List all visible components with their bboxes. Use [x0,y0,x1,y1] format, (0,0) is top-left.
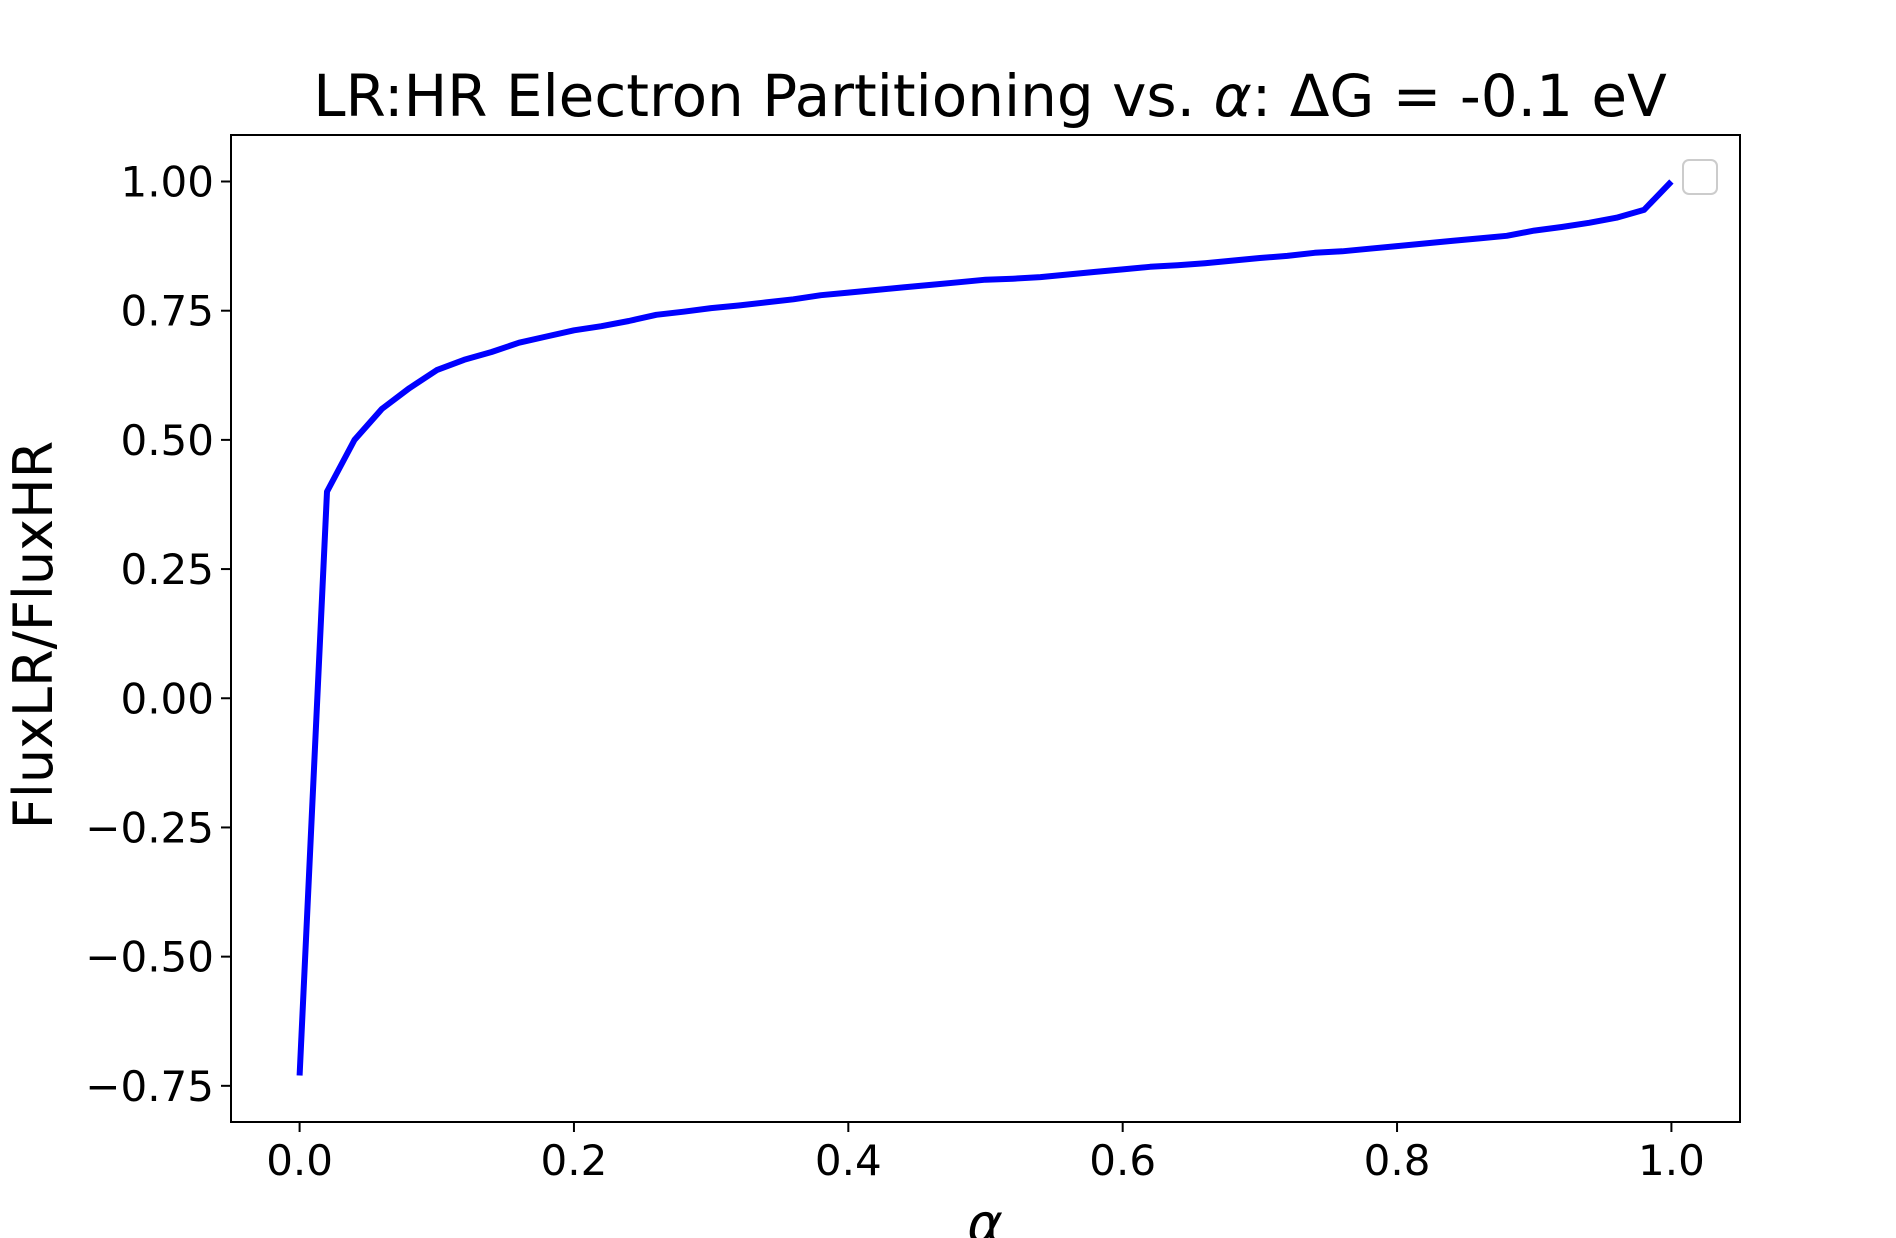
x-tick-label: 0.8 [1364,1136,1431,1185]
x-tick-label: 0.6 [1089,1136,1156,1185]
y-tick-label: −0.50 [85,933,214,982]
y-tick-label: 0.25 [120,545,214,594]
x-axis-label: α [967,1192,1003,1238]
x-axis-ticks: 0.0 0.2 0.4 0.6 0.8 1.0 [266,1122,1705,1185]
y-axis-label: FluxLR/FluxHR [2,441,65,829]
chart-title-suffix: : ΔG = -0.1 eV [1252,62,1667,130]
legend-box [1682,159,1718,195]
x-tick-label: 0.0 [266,1136,333,1185]
y-tick-label: 0.00 [120,674,214,723]
chart-title: LR:HR Electron Partitioning vs. α: ΔG = … [313,62,1667,130]
y-tick-label: 0.75 [120,287,214,336]
x-tick-label: 1.0 [1638,1136,1705,1185]
x-tick-label: 0.2 [541,1136,608,1185]
y-tick-label: −0.25 [85,803,214,852]
series-line-0 [296,179,1674,1076]
plot-area [230,134,1741,1123]
axes-frame [230,134,1741,1123]
chart-title-alpha: α [1214,62,1252,130]
y-tick-label: −0.75 [85,1062,214,1111]
y-tick-label: 1.00 [120,158,214,207]
x-tick-label: 0.4 [815,1136,882,1185]
y-axis-ticks: 1.00 0.75 0.50 0.25 0.00 −0.25 −0.50 −0.75 [85,158,231,1111]
chart-title-prefix: LR:HR Electron Partitioning vs. [313,62,1213,130]
series-layer [296,179,1674,1076]
y-tick-label: 0.50 [120,416,214,465]
